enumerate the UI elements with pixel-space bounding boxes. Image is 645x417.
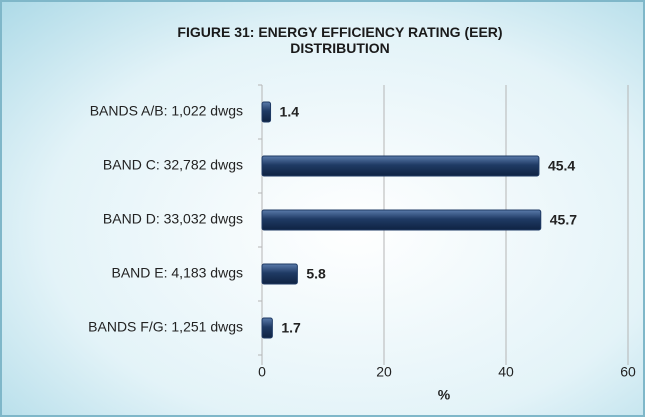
bar — [261, 101, 272, 123]
value-label: 1.4 — [280, 104, 300, 120]
y-tick-label: BAND E: 4,183 dwgs — [111, 265, 243, 281]
chart-title: FIGURE 31: ENERGY EFFICIENCY RATING (EER… — [177, 24, 503, 56]
value-label: 45.4 — [548, 158, 575, 174]
value-label: 1.7 — [281, 320, 301, 336]
bar — [261, 155, 540, 177]
value-label: 45.7 — [550, 212, 577, 228]
bar — [261, 263, 298, 285]
x-tick-label: 60 — [620, 364, 636, 380]
bar — [261, 209, 542, 231]
y-tick-label: BANDS F/G: 1,251 dwgs — [88, 319, 243, 335]
x-tick-label: 20 — [376, 364, 392, 380]
y-tick-label: BAND D: 33,032 dwgs — [103, 211, 243, 227]
x-axis-label: % — [438, 387, 451, 403]
y-tick-label: BANDS A/B: 1,022 dwgs — [90, 103, 243, 119]
y-tick-label: BAND C: 32,782 dwgs — [103, 157, 243, 173]
value-label: 5.8 — [306, 266, 326, 282]
bar — [261, 317, 273, 339]
x-tick-label: 40 — [498, 364, 514, 380]
x-tick-label: 0 — [258, 364, 266, 380]
